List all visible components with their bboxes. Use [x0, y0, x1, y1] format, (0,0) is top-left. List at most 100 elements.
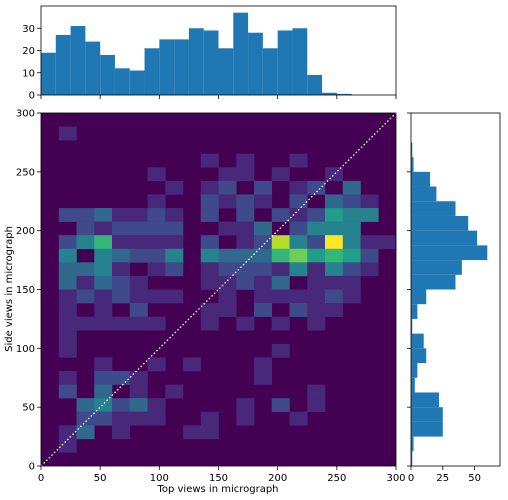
- y-tick-label: 300: [16, 109, 35, 120]
- heatmap-cell: [58, 343, 77, 358]
- x-tick-label: 250: [327, 473, 346, 484]
- heatmap-cell: [342, 180, 361, 195]
- heatmap-cell: [129, 275, 148, 290]
- heatmap-cell: [94, 316, 113, 331]
- right-histogram-bar: [411, 289, 427, 305]
- heatmap-cell: [254, 221, 273, 236]
- right-histogram-bar: [411, 348, 427, 364]
- heatmap-cell: [112, 425, 131, 440]
- heatmap-cell: [271, 398, 290, 412]
- heatmap-cell: [271, 343, 290, 358]
- right-histogram-bar: [411, 436, 414, 452]
- top-histogram-bar: [262, 48, 278, 95]
- heatmap-cell: [165, 221, 184, 236]
- heatmap-cell: [289, 194, 308, 209]
- heatmap-cell: [129, 370, 148, 385]
- heatmap-cell: [218, 248, 237, 263]
- x-axis-label: Top views in micrograph: [156, 484, 278, 495]
- heatmap-cell: [254, 289, 273, 304]
- heatmap-cell: [147, 289, 166, 304]
- heatmap-cell: [94, 411, 113, 426]
- heatmap-cell: [325, 289, 344, 304]
- heatmap-cell: [165, 180, 184, 195]
- heatmap-cell: [378, 235, 397, 250]
- right-histogram-bar: [411, 260, 462, 275]
- heatmap-cell: [307, 398, 326, 412]
- right-histogram-bar: [411, 421, 443, 437]
- heatmap-cell: [147, 262, 166, 277]
- heatmap-cell: [58, 235, 77, 250]
- heatmap-cell: [307, 289, 326, 304]
- heatmap-cell: [76, 208, 95, 222]
- heatmap-cell: [76, 398, 95, 412]
- heatmap-cell: [200, 208, 219, 222]
- heatmap-cell: [307, 180, 326, 195]
- heatmap-cell: [94, 398, 113, 412]
- top-histogram-bar: [292, 28, 308, 95]
- heatmap-cell: [76, 275, 95, 290]
- heatmap-cell: [271, 208, 290, 222]
- heatmap-cell: [112, 275, 131, 290]
- heatmap-cell: [289, 248, 308, 263]
- heatmap-cell: [112, 221, 131, 236]
- heatmap-cell: [200, 248, 219, 263]
- heatmap-cell: [218, 167, 237, 182]
- heatmap-cell: [129, 235, 148, 250]
- x-tick-label: 50: [94, 473, 107, 484]
- y-tick-label: 250: [16, 167, 35, 178]
- heatmap-cell: [147, 357, 166, 372]
- heatmap-cell: [289, 289, 308, 304]
- heatmap-cell: [307, 384, 326, 399]
- top-histogram-bar: [159, 39, 175, 95]
- heatmap-cell: [342, 262, 361, 277]
- heatmap-cell: [58, 316, 77, 331]
- heatmap-cell: [147, 167, 166, 182]
- heatmap-cell: [94, 262, 113, 277]
- right-histogram-bar: [411, 451, 413, 466]
- top-y-tick-label: 0: [29, 91, 35, 102]
- right-histogram-bar: [411, 407, 443, 422]
- heatmap-cell: [58, 330, 77, 345]
- heatmap-cell: [94, 275, 113, 290]
- heatmap-cell: [236, 153, 255, 168]
- heatmap-cell: [218, 194, 237, 209]
- right-histogram-bar: [411, 377, 415, 393]
- heatmap-cell: [112, 235, 131, 250]
- heatmap-cell: [289, 153, 308, 168]
- heatmap-cell: [129, 411, 148, 426]
- heatmap-cell: [289, 180, 308, 195]
- right-histogram-bar: [411, 215, 469, 231]
- heatmap-cell: [307, 235, 326, 250]
- heatmap-cell: [271, 262, 290, 277]
- right-histogram-bar: [411, 230, 478, 246]
- heatmap-cell: [342, 289, 361, 304]
- heatmap-cell: [58, 208, 77, 222]
- heatmap-cell: [254, 194, 273, 209]
- heatmap-cell: [129, 289, 148, 304]
- x-tick-label: 300: [386, 473, 405, 484]
- heatmap-cell: [94, 221, 113, 236]
- top-histogram-bar: [233, 12, 249, 95]
- heatmap-cell: [147, 235, 166, 250]
- heatmap-cell: [112, 411, 131, 426]
- heatmap-cell: [58, 370, 77, 385]
- y-tick-label: 200: [16, 226, 35, 237]
- heatmap-cell: [236, 194, 255, 209]
- heatmap-cell: [76, 316, 95, 331]
- x-tick-label: 0: [38, 473, 44, 484]
- right-histogram-bar: [411, 333, 424, 349]
- heatmap-cell: [236, 221, 255, 236]
- heatmap-cell: [236, 235, 255, 250]
- right-marginal-histogram: 0 25 50: [407, 112, 501, 484]
- heatmap-cell: [289, 262, 308, 277]
- heatmap-cell: [307, 248, 326, 263]
- right-x-tick-label: 50: [468, 473, 481, 484]
- heatmap-cell: [112, 289, 131, 304]
- heatmap-cell: [112, 262, 131, 277]
- top-histogram-bar: [129, 70, 145, 95]
- heatmap-cell: [254, 303, 273, 317]
- heatmap-cell: [94, 208, 113, 222]
- heatmap-cell: [342, 208, 361, 222]
- heatmap-cell: [58, 275, 77, 290]
- heatmap-cell: [94, 357, 113, 372]
